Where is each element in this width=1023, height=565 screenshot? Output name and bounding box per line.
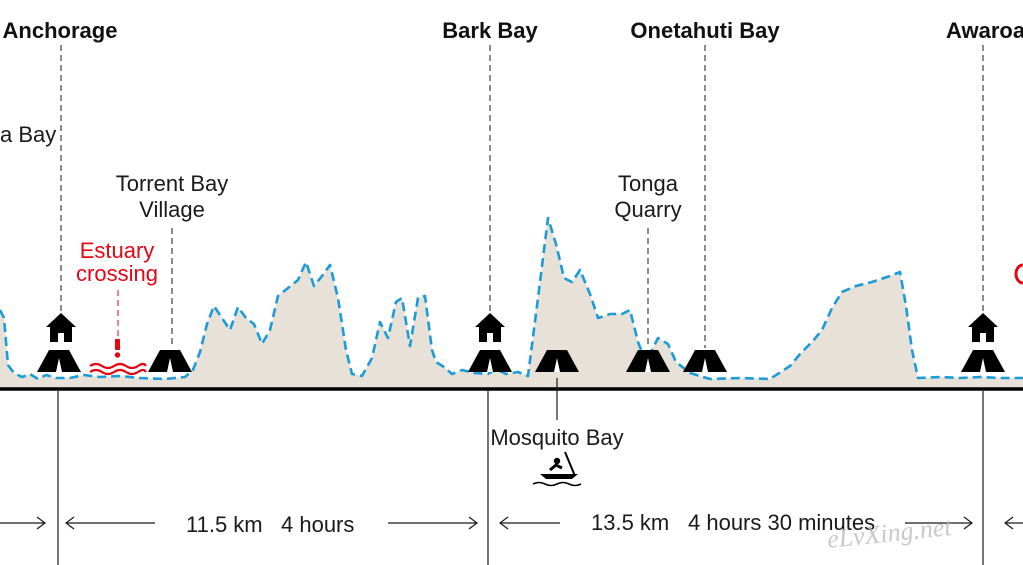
seg1-distance: 11.5 km [186,512,263,537]
label-tonga-line1: Tonga [618,171,679,196]
segment-arrows [0,516,1023,530]
arrow-icon [0,516,46,530]
label-onetahuti-bay: Onetahuti Bay [630,18,780,43]
leader-lines [60,45,984,348]
label-anchorage: Anchorage [3,18,118,43]
label-estuary-line1: Estuary [80,238,155,263]
campsite-tent-icon [468,350,512,372]
hut-icon [475,313,505,342]
label-mosquito-bay: Mosquito Bay [490,425,623,450]
seg2-distance: 13.5 km [591,510,669,535]
arrow-icon [1004,516,1023,530]
seg2-time: 4 hours 30 minutes [688,510,875,535]
segment-dividers [57,378,984,565]
label-estuary-line2: crossing [76,261,158,286]
hut-icon [968,313,998,342]
campsite-tent-icon [626,350,670,372]
label-torrent-bay-line1: Torrent Bay [116,171,229,196]
label-partial-bay: a Bay [0,122,56,147]
estuary-crossing-icon [89,339,147,376]
kayak-icon [532,451,582,487]
label-bark-bay: Bark Bay [442,18,538,43]
seg1-time: 4 hours [281,512,354,537]
label-awaroa: Awaroa [946,18,1023,43]
campsite-tent-icon [535,350,579,372]
campsite-tent-icon [148,350,192,372]
cropped-red-icon [1014,263,1023,285]
arrow-icon [905,516,973,530]
campsite-tent-icon [37,350,81,372]
arrow-icon [499,516,560,530]
elevation-profile-line [0,216,1023,381]
label-torrent-bay-line2: Village [139,197,205,222]
label-tonga-line2: Quarry [614,197,681,222]
arrow-icon [388,516,478,530]
hut-icon [46,313,76,342]
campsite-tent-icon [683,350,727,372]
arrow-icon [65,516,155,530]
terrain-area [0,218,1023,389]
campsite-tent-icon [961,350,1005,372]
